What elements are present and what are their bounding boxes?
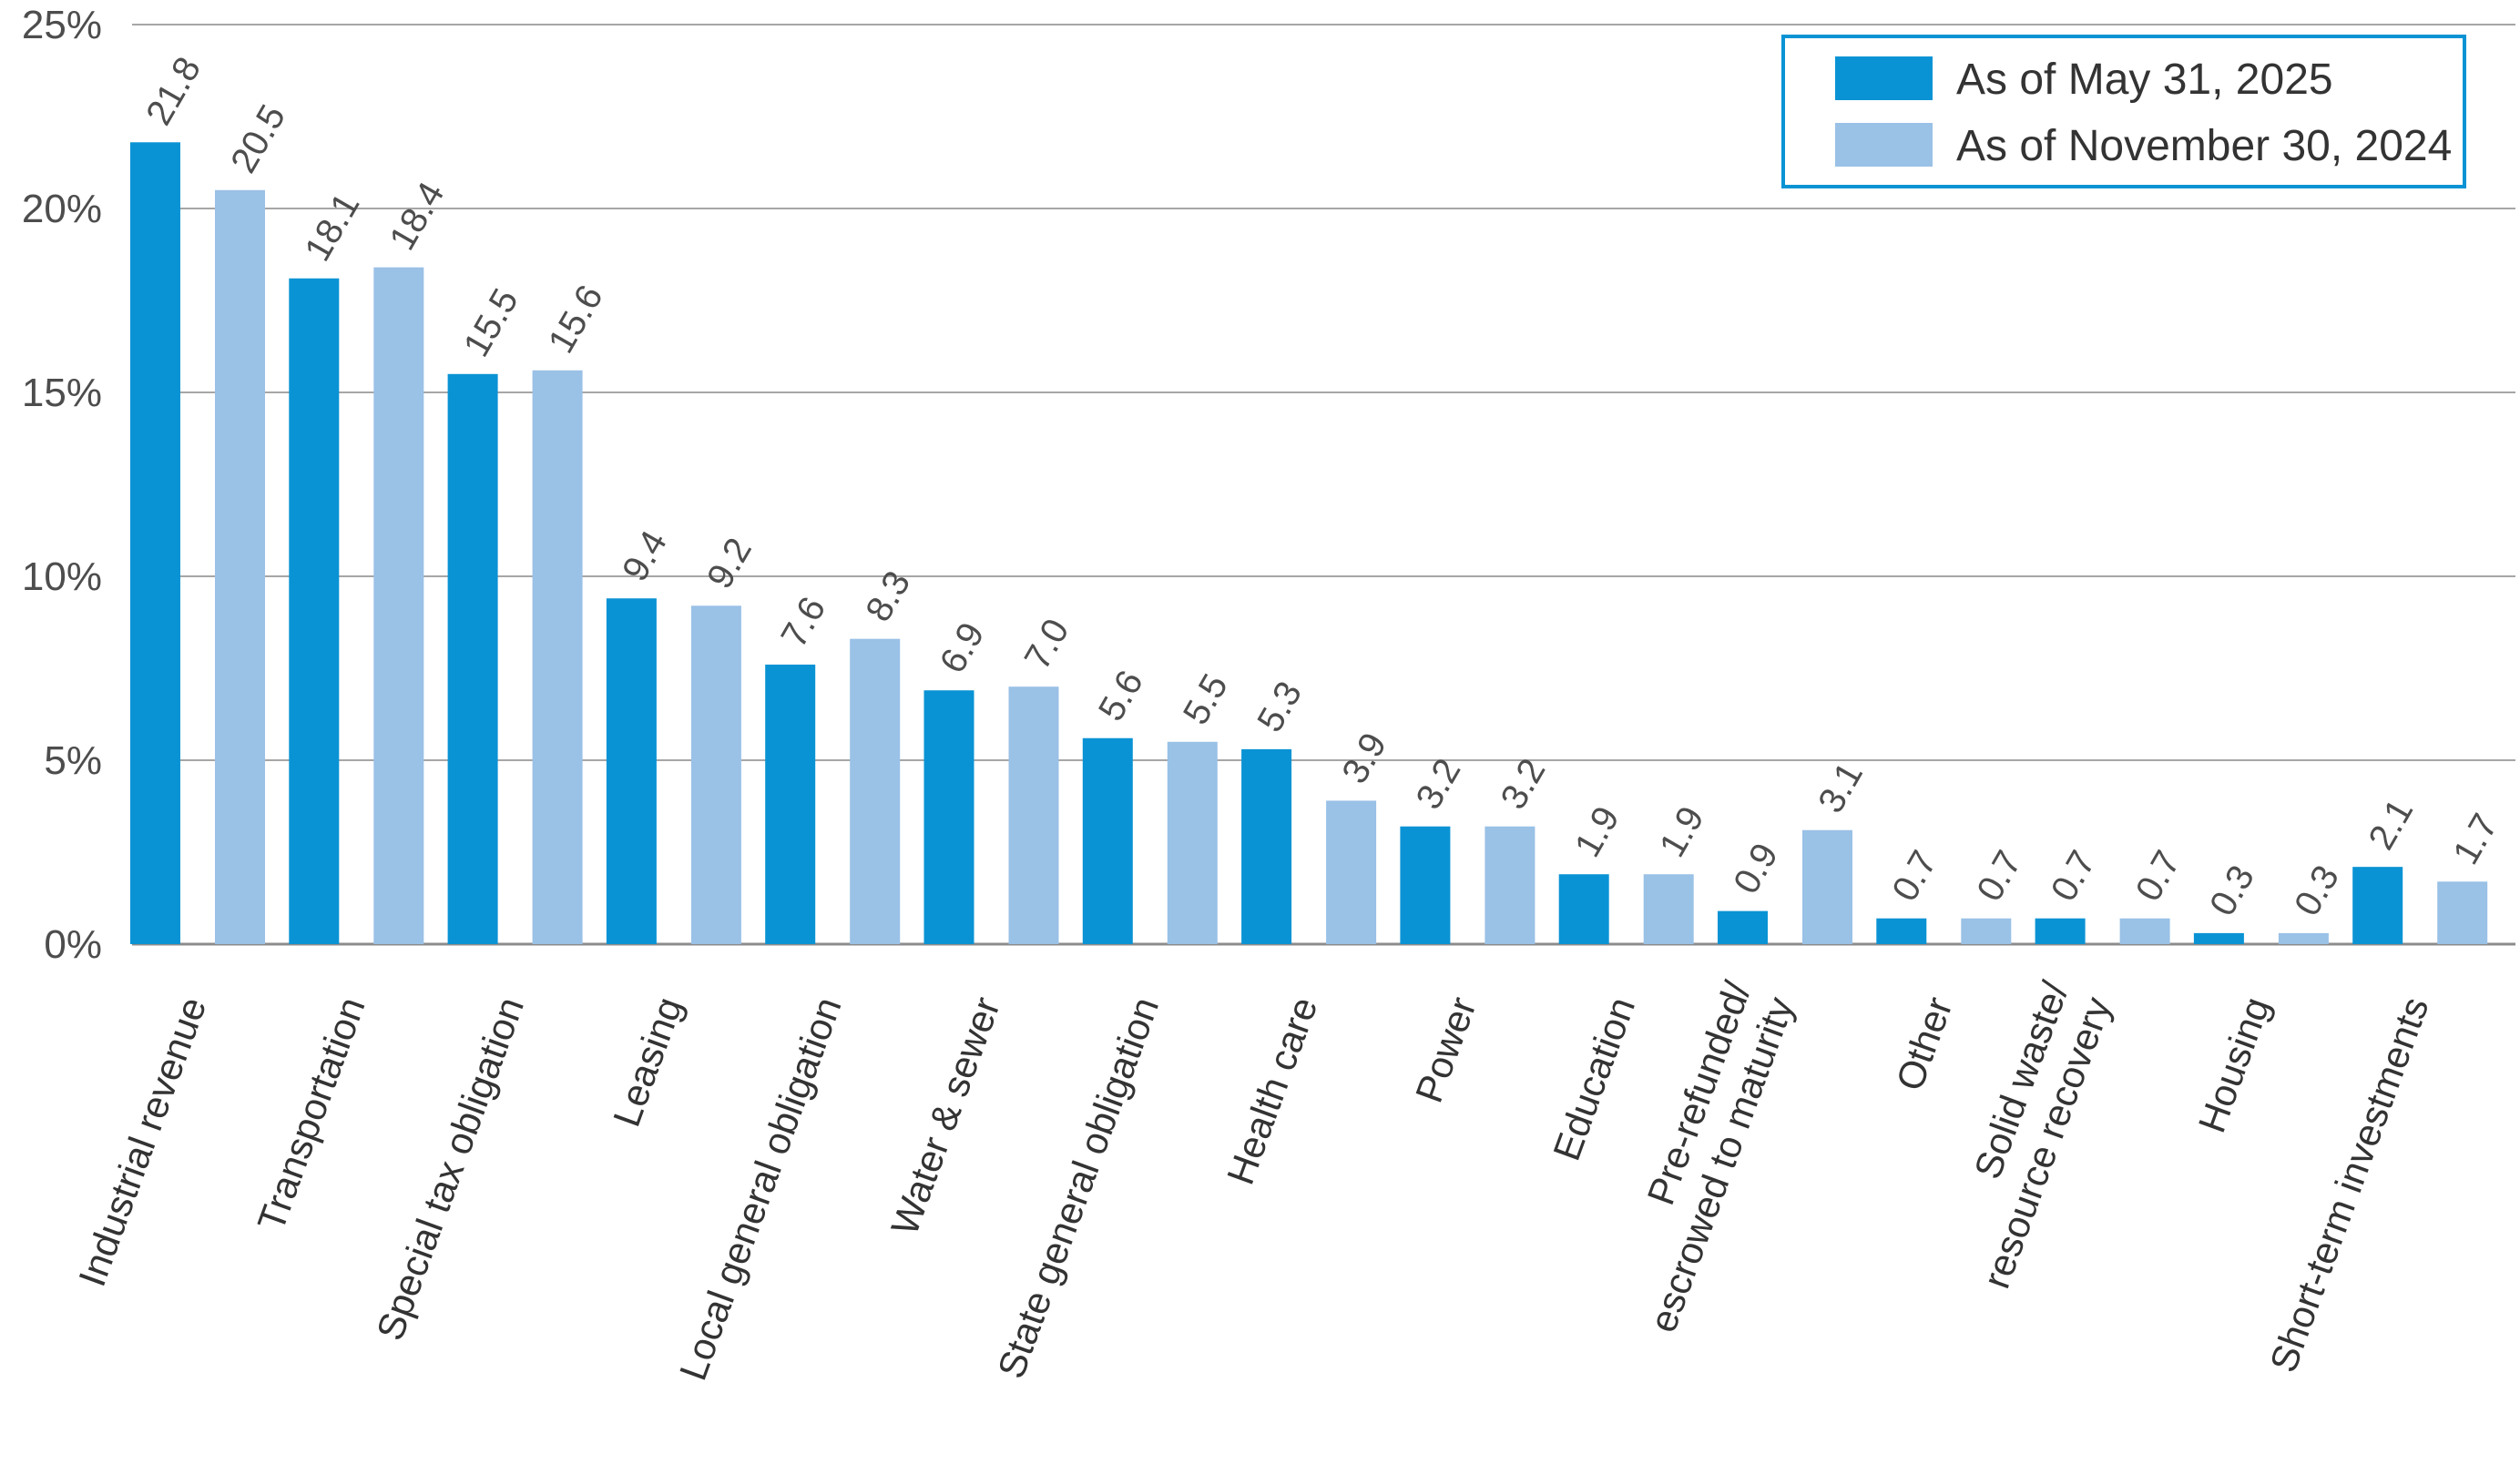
bar — [1082, 737, 1133, 944]
data-label: 0.3 — [2202, 859, 2262, 922]
x-tick-label: Special tax obligation — [368, 991, 532, 1346]
bar — [1484, 826, 1535, 944]
bar — [1802, 829, 1852, 944]
x-tick-label: Short-term investments — [2261, 991, 2437, 1378]
data-label: 3.2 — [1409, 752, 1469, 816]
y-axis: 0% 5% 10% 15% 20% 25% — [22, 3, 102, 967]
bar — [690, 605, 741, 944]
bar — [1643, 874, 1694, 944]
bar — [1241, 748, 1292, 944]
data-label: 15.6 — [541, 279, 611, 360]
bar — [1400, 826, 1451, 944]
data-label: 3.1 — [1811, 756, 1871, 819]
x-tick-label: Solid waste/resource recovery — [1932, 976, 2119, 1294]
bar — [2437, 881, 2488, 944]
bar — [215, 189, 265, 945]
x-tick-label: Industrial revenue — [70, 991, 214, 1292]
x-tick-label: Education — [1545, 991, 1643, 1166]
data-label: 0.7 — [2044, 844, 2104, 908]
x-axis-labels: Industrial revenue TransportationSpecial … — [70, 976, 2437, 1386]
data-label: 1.7 — [2445, 808, 2505, 871]
data-label: 0.3 — [2287, 859, 2347, 922]
data-label: 18.4 — [382, 176, 452, 257]
bar — [1008, 686, 1059, 944]
bar — [2193, 932, 2244, 944]
bar — [373, 267, 424, 944]
bar — [1876, 918, 1927, 944]
legend-swatch — [1835, 123, 1933, 167]
data-label: 5.3 — [1250, 675, 1310, 738]
data-label: 5.6 — [1091, 664, 1151, 727]
x-tick-label: Health care — [1219, 991, 1326, 1190]
data-label: 8.3 — [858, 564, 918, 628]
y-tick-label: 5% — [44, 738, 102, 783]
bar — [850, 638, 901, 944]
bar — [2352, 867, 2403, 944]
data-label: 3.9 — [1334, 727, 1394, 790]
bar — [1326, 800, 1377, 944]
legend: As of May 31, 2025 As of November 30, 202… — [1781, 35, 2466, 188]
bar — [606, 598, 657, 944]
data-label: 0.7 — [1884, 844, 1944, 908]
data-label: 18.1 — [297, 187, 367, 268]
x-tick-label: Housing — [2189, 991, 2278, 1138]
legend-label: As of May 31, 2025 — [1956, 56, 2333, 104]
bar — [130, 142, 180, 944]
legend-swatch — [1835, 56, 1933, 100]
data-label: 0.9 — [1726, 837, 1786, 900]
bar — [532, 370, 583, 944]
data-label: 21.8 — [138, 50, 209, 131]
data-label: 7.6 — [773, 590, 833, 654]
data-label: 3.2 — [1494, 752, 1554, 816]
bar — [289, 278, 340, 944]
bar — [1961, 918, 2012, 944]
data-label: 6.9 — [933, 616, 993, 680]
y-tick-label: 20% — [22, 187, 102, 231]
data-label: 9.4 — [615, 524, 675, 588]
x-tick-label: Transportation — [250, 991, 373, 1236]
data-label: 0.7 — [1969, 844, 2029, 908]
x-tick-label: Leasing — [605, 991, 690, 1132]
bars — [130, 142, 2488, 945]
data-label: 0.7 — [2128, 844, 2188, 908]
data-label: 1.9 — [1567, 800, 1627, 864]
y-tick-label: 0% — [44, 922, 102, 967]
bar — [1167, 741, 1218, 944]
bar — [1558, 874, 1609, 944]
y-tick-label: 25% — [22, 3, 102, 47]
data-label: 1.9 — [1652, 800, 1712, 864]
bar — [2035, 918, 2086, 944]
x-tick-label: Local general obligation — [671, 991, 850, 1386]
data-label: 5.5 — [1176, 667, 1236, 731]
x-tick-label: Other — [1888, 991, 1961, 1096]
data-label: 9.2 — [699, 532, 760, 595]
data-label: 7.0 — [1017, 613, 1077, 676]
bar — [2278, 932, 2329, 944]
data-label: 2.1 — [2361, 793, 2421, 857]
bar — [1718, 910, 1768, 944]
grid-lines — [132, 24, 2515, 946]
x-tick-label: State general obligation — [989, 991, 1167, 1384]
bar — [447, 373, 498, 944]
y-tick-label: 10% — [22, 554, 102, 599]
y-tick-label: 15% — [22, 371, 102, 415]
legend-label: As of November 30, 2024 — [1956, 122, 2452, 170]
bar — [765, 664, 816, 944]
x-tick-label: Water & sewer — [883, 991, 1008, 1240]
bar — [2119, 918, 2170, 944]
data-label: 15.5 — [456, 282, 526, 363]
x-tick-label: Power — [1407, 991, 1484, 1108]
data-label: 20.5 — [223, 98, 293, 179]
bar — [923, 690, 974, 944]
